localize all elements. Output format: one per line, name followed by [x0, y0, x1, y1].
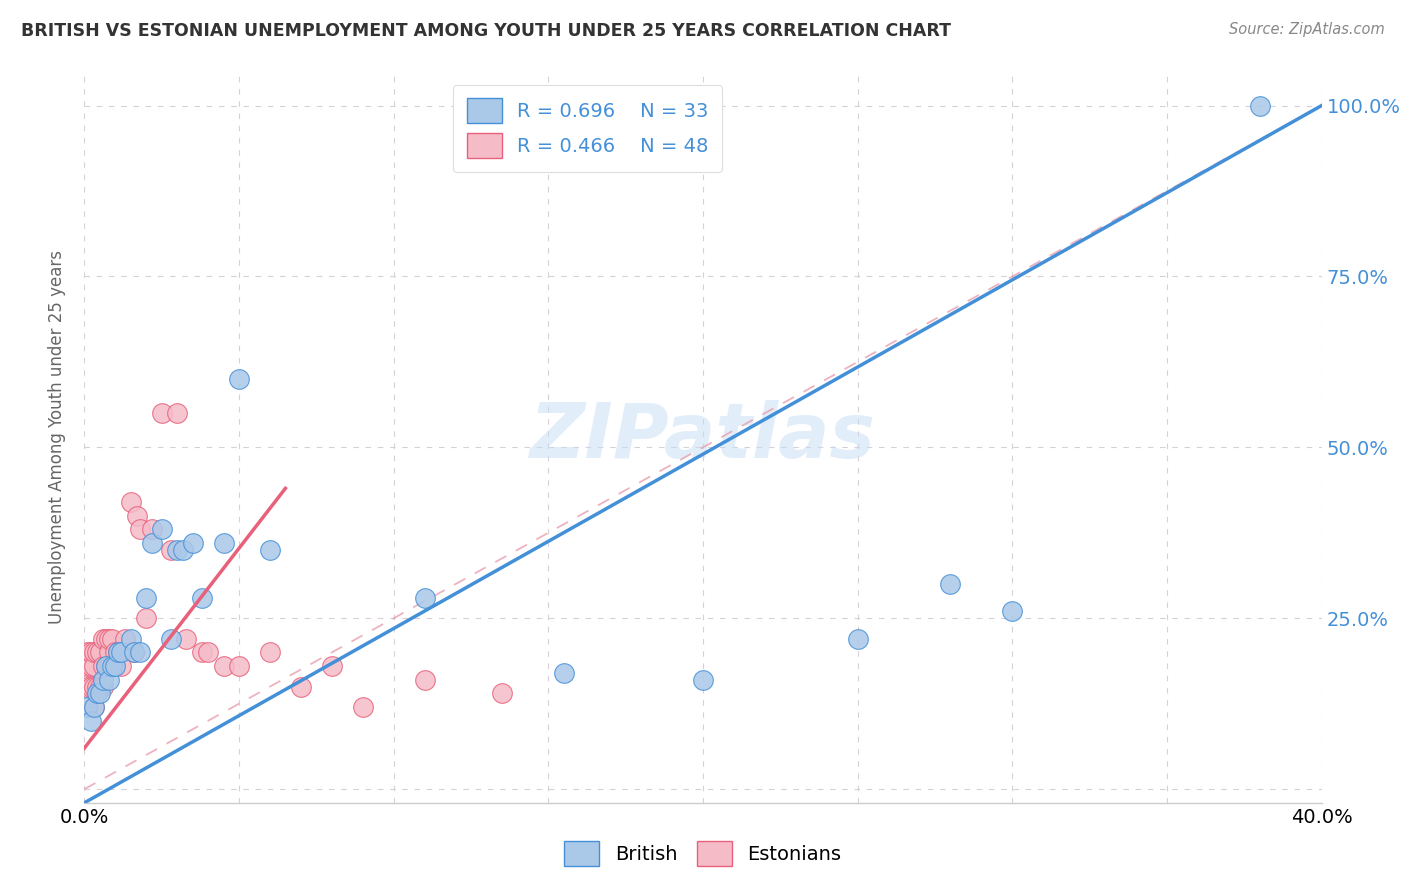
Point — [79, 680, 101, 694]
Point — [91, 632, 114, 646]
Point — [129, 645, 152, 659]
Point — [110, 645, 132, 659]
Point — [212, 659, 235, 673]
Point — [129, 522, 152, 536]
Point — [212, 536, 235, 550]
Point — [197, 645, 219, 659]
Point — [939, 577, 962, 591]
Point — [86, 645, 108, 659]
Point — [135, 591, 157, 605]
Point — [122, 645, 145, 659]
Point — [141, 522, 163, 536]
Point — [120, 632, 142, 646]
Point — [114, 632, 136, 646]
Point — [172, 542, 194, 557]
Point — [89, 686, 111, 700]
Point — [191, 645, 214, 659]
Point — [83, 659, 105, 673]
Point — [86, 686, 108, 700]
Point — [491, 686, 513, 700]
Point — [120, 495, 142, 509]
Point — [76, 659, 98, 673]
Point — [166, 542, 188, 557]
Point — [228, 659, 250, 673]
Point — [101, 659, 124, 673]
Point — [94, 632, 117, 646]
Point — [76, 645, 98, 659]
Point — [91, 659, 114, 673]
Point — [104, 659, 127, 673]
Point — [228, 372, 250, 386]
Point — [135, 611, 157, 625]
Point — [86, 680, 108, 694]
Point — [122, 645, 145, 659]
Point — [110, 659, 132, 673]
Point — [76, 700, 98, 714]
Point — [83, 645, 105, 659]
Point — [191, 591, 214, 605]
Point — [104, 645, 127, 659]
Point — [98, 645, 121, 659]
Point — [141, 536, 163, 550]
Point — [1249, 98, 1271, 112]
Point — [846, 632, 869, 646]
Point — [79, 659, 101, 673]
Point — [413, 591, 436, 605]
Point — [91, 680, 114, 694]
Point — [553, 665, 575, 680]
Point — [89, 680, 111, 694]
Text: BRITISH VS ESTONIAN UNEMPLOYMENT AMONG YOUTH UNDER 25 YEARS CORRELATION CHART: BRITISH VS ESTONIAN UNEMPLOYMENT AMONG Y… — [21, 22, 950, 40]
Point — [83, 700, 105, 714]
Point — [107, 645, 129, 659]
Point — [89, 645, 111, 659]
Point — [76, 680, 98, 694]
Point — [98, 659, 121, 673]
Point — [290, 680, 312, 694]
Point — [79, 645, 101, 659]
Point — [321, 659, 343, 673]
Point — [83, 680, 105, 694]
Point — [181, 536, 204, 550]
Point — [692, 673, 714, 687]
Point — [107, 645, 129, 659]
Point — [83, 700, 105, 714]
Point — [259, 645, 281, 659]
Legend: British, Estonians: British, Estonians — [557, 833, 849, 873]
Point — [79, 714, 101, 728]
Text: Source: ZipAtlas.com: Source: ZipAtlas.com — [1229, 22, 1385, 37]
Point — [160, 542, 183, 557]
Point — [94, 659, 117, 673]
Text: ZIPatlas: ZIPatlas — [530, 401, 876, 474]
Point — [125, 508, 148, 523]
Point — [98, 632, 121, 646]
Point — [104, 659, 127, 673]
Point — [150, 406, 173, 420]
Point — [98, 673, 121, 687]
Point — [94, 659, 117, 673]
Point — [352, 700, 374, 714]
Point — [101, 632, 124, 646]
Y-axis label: Unemployment Among Youth under 25 years: Unemployment Among Youth under 25 years — [48, 250, 66, 624]
Point — [91, 673, 114, 687]
Point — [166, 406, 188, 420]
Point — [1001, 604, 1024, 618]
Point — [413, 673, 436, 687]
Point — [259, 542, 281, 557]
Point — [150, 522, 173, 536]
Point — [160, 632, 183, 646]
Point — [176, 632, 198, 646]
